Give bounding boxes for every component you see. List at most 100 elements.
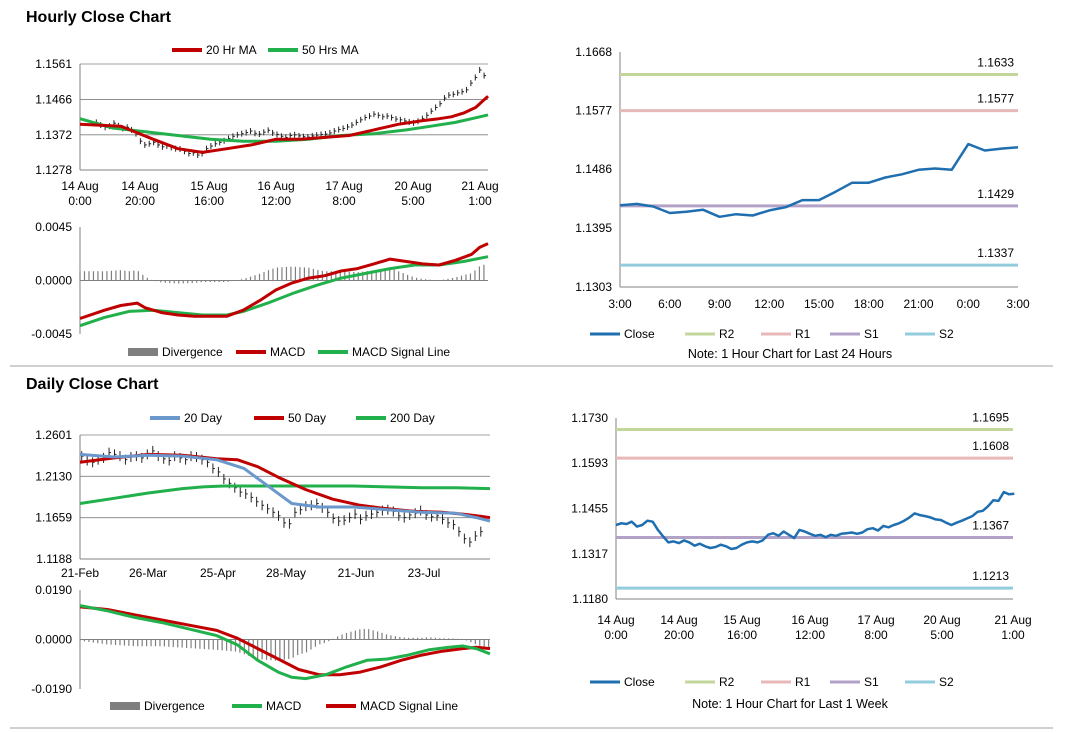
- hourly-price-y-tick: 1.1372: [35, 128, 72, 142]
- legend-50hrs-ma-label: 50 Hrs MA: [302, 43, 359, 57]
- hourly-price-x-tick-date: 15 Aug: [190, 179, 227, 193]
- weekly-level-s1-label: 1.1367: [972, 518, 1009, 532]
- daily-macd-y-tick: 0.0000: [35, 633, 72, 647]
- hourly-macd-y-tick: 0.0000: [35, 274, 72, 288]
- weekly-x-tick-date: 15 Aug: [723, 613, 760, 627]
- legend-daily-divergence-label: Divergence: [144, 699, 205, 713]
- weekly-legend-r2-label: R2: [719, 675, 735, 689]
- hourly-price-x-tick-date: 17 Aug: [325, 179, 362, 193]
- weekly-x-tick-date: 21 Aug: [994, 613, 1031, 627]
- legend-200day-label: 200 Day: [390, 411, 435, 425]
- weekly-level-s2-label: 1.1213: [972, 569, 1009, 583]
- hourly-24h-legend-s1-label: S1: [864, 327, 879, 341]
- legend-hourly-macd-signal-label: MACD Signal Line: [352, 345, 450, 359]
- legend-daily-divergence-swatch: [110, 702, 140, 710]
- weekly-x-tick-date: 16 Aug: [791, 613, 828, 627]
- hourly-24h-y-tick: 1.1577: [575, 104, 612, 118]
- daily-price-y-tick: 1.1659: [35, 511, 72, 525]
- hourly-24h-legend-close-label: Close: [624, 327, 655, 341]
- daily-20day-line: [79, 452, 491, 523]
- legend-hourly-divergence-swatch: [128, 348, 158, 356]
- hourly-price-y-tick: 1.1278: [35, 163, 72, 177]
- daily-price-x-tick: 21-Feb: [61, 566, 99, 580]
- hourly-24h-level-s1-label: 1.1429: [977, 187, 1014, 201]
- weekly-x-tick-time: 20:00: [664, 628, 694, 642]
- hourly-price-x-tick-time: 16:00: [194, 194, 224, 208]
- hourly-24h-level-s2-label: 1.1337: [977, 246, 1014, 260]
- hourly-24h-x-tick: 12:00: [754, 297, 784, 311]
- hourly-24h-y-tick: 1.1668: [575, 45, 612, 59]
- legend-daily-macd-signal-label: MACD Signal Line: [360, 699, 458, 713]
- hourly-price-x-tick-time: 12:00: [261, 194, 291, 208]
- weekly-y-tick: 1.1317: [571, 547, 608, 561]
- hourly-24h-x-tick: 3:00: [1006, 297, 1030, 311]
- daily-macd-y-tick: -0.0190: [31, 682, 72, 696]
- hourly-macd-y-tick: -0.0045: [31, 327, 72, 341]
- hourly-price-y-tick: 1.1466: [35, 93, 72, 107]
- legend-hourly-macd-label: MACD: [270, 345, 306, 359]
- hourly-price-x-tick-time: 1:00: [468, 194, 492, 208]
- hourly-24h-legend-s2-label: S2: [939, 327, 954, 341]
- hourly-price-x-tick-time: 8:00: [332, 194, 356, 208]
- daily-price-x-tick: 25-Apr: [200, 566, 236, 580]
- hourly-24h-legend-r1-label: R1: [795, 327, 811, 341]
- hourly-24h-y-tick: 1.1395: [575, 221, 612, 235]
- weekly-y-tick: 1.1593: [571, 456, 608, 470]
- weekly-x-tick-date: 17 Aug: [857, 613, 894, 627]
- weekly-legend-close-label: Close: [624, 675, 655, 689]
- hourly-macd-line: [79, 242, 489, 320]
- daily-macd-line: [79, 604, 491, 681]
- hourly-24h-note: Note: 1 Hour Chart for Last 24 Hours: [688, 347, 892, 361]
- daily-macd-signal-line: [79, 605, 491, 677]
- hourly-24h-close-line: [619, 142, 1019, 219]
- weekly-y-tick: 1.1730: [571, 411, 608, 425]
- weekly-x-tick-date: 14 Aug: [597, 613, 634, 627]
- hourly-price-x-tick-time: 0:00: [68, 194, 92, 208]
- weekly-y-tick: 1.1180: [572, 592, 608, 606]
- hourly-24h-x-tick: 21:00: [903, 297, 933, 311]
- weekly-x-tick-time: 5:00: [930, 628, 954, 642]
- hourly-price-x-tick-date: 16 Aug: [257, 179, 294, 193]
- hourly-price-x-tick-date: 14 Aug: [61, 179, 98, 193]
- weekly-y-tick: 1.1455: [571, 502, 608, 516]
- daily-price-x-tick: 21-Jun: [338, 566, 375, 580]
- daily-price-x-tick: 28-May: [266, 566, 306, 580]
- weekly-x-tick-date: 14 Aug: [660, 613, 697, 627]
- hourly-24h-y-tick: 1.1486: [575, 162, 612, 176]
- daily-price-y-tick: 1.2601: [35, 428, 72, 442]
- weekly-x-tick-time: 12:00: [795, 628, 825, 642]
- legend-daily-macd-label: MACD: [266, 699, 302, 713]
- legend-50day-label: 50 Day: [288, 411, 326, 425]
- legend-hourly-divergence-label: Divergence: [162, 345, 223, 359]
- weekly-note: Note: 1 Hour Chart for Last 1 Week: [692, 697, 888, 711]
- legend-20day-label: 20 Day: [184, 411, 222, 425]
- legend-20hr-ma-label: 20 Hr MA: [206, 43, 257, 57]
- hourly-24h-x-tick: 0:00: [957, 297, 981, 311]
- weekly-x-tick-time: 16:00: [727, 628, 757, 642]
- hourly-24h-level-r1-label: 1.1577: [977, 92, 1014, 106]
- hourly-macd-y-tick: 0.0045: [35, 220, 72, 234]
- hourly-24h-x-tick: 18:00: [854, 297, 884, 311]
- hourly-24h-x-tick: 15:00: [804, 297, 834, 311]
- hourly-section-title: Hourly Close Chart: [26, 9, 172, 26]
- hourly-24h-x-tick: 3:00: [608, 297, 632, 311]
- weekly-close-line: [615, 490, 1015, 551]
- hourly-24h-y-tick: 1.1303: [575, 280, 612, 294]
- daily-price-y-tick: 1.1188: [36, 552, 72, 566]
- weekly-legend-r1-label: R1: [795, 675, 811, 689]
- weekly-legend-s2-label: S2: [939, 675, 954, 689]
- daily-macd-y-tick: 0.0190: [35, 583, 72, 597]
- weekly-level-r1-label: 1.1608: [972, 439, 1009, 453]
- weekly-x-tick-date: 20 Aug: [923, 613, 960, 627]
- weekly-x-tick-time: 8:00: [864, 628, 888, 642]
- weekly-x-tick-time: 1:00: [1001, 628, 1025, 642]
- daily-price-y-tick: 1.2130: [35, 469, 72, 483]
- weekly-x-tick-time: 0:00: [604, 628, 628, 642]
- weekly-legend-s1-label: S1: [864, 675, 879, 689]
- daily-price-x-tick: 23-Jul: [408, 566, 441, 580]
- daily-price-x-tick: 26-Mar: [129, 566, 167, 580]
- hourly-price-x-tick-date: 20 Aug: [394, 179, 431, 193]
- hourly-price-x-tick-time: 5:00: [401, 194, 425, 208]
- hourly-24h-x-tick: 9:00: [708, 297, 732, 311]
